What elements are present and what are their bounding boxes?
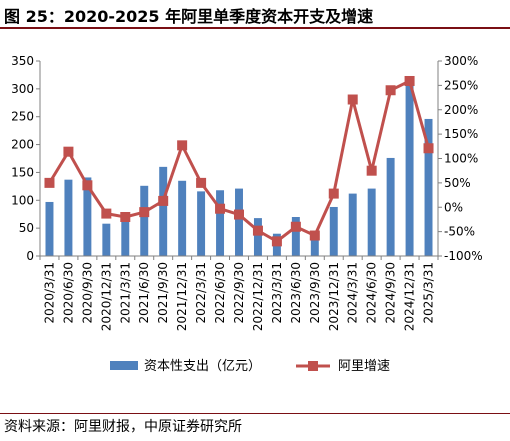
x-tick-label: 2021/3/31	[118, 262, 132, 324]
x-tick-label: 2023/6/30	[289, 262, 303, 324]
growth-point	[366, 165, 377, 176]
source-note: 资料来源：阿里财报，中原证券研究所	[4, 419, 242, 435]
x-tick-label: 2020/3/31	[42, 262, 56, 324]
bar	[386, 157, 395, 256]
x-tick-label: 2024/12/31	[403, 262, 417, 331]
bar-layer	[45, 79, 433, 256]
bar	[291, 217, 300, 256]
y-right-tick-label: 100%	[444, 152, 478, 166]
growth-point	[309, 230, 320, 241]
growth-point	[234, 209, 244, 220]
growth-point	[347, 94, 358, 105]
growth-point	[120, 212, 131, 222]
y-right-tick-label: -100%	[444, 249, 483, 263]
y-left-tick-label: 200	[11, 138, 34, 152]
y-left-tick-label: 0	[26, 249, 34, 263]
x-tick-label: 2020/6/30	[61, 262, 75, 324]
growth-point	[177, 140, 188, 151]
growth-point	[82, 180, 93, 191]
bar	[405, 79, 414, 256]
x-tick-label: 2020/9/30	[80, 262, 94, 324]
growth-point	[328, 188, 339, 199]
footer-rule	[0, 413, 510, 414]
y-left-tick-label: 250	[11, 110, 34, 124]
bar	[140, 185, 149, 256]
legend: 资本性支出（亿元） 阿里增速	[110, 359, 390, 374]
x-tick-label: 2022/9/30	[232, 262, 246, 324]
bar	[253, 218, 262, 256]
y-right-tick-label: 300%	[444, 54, 478, 68]
growth-point	[139, 207, 150, 218]
x-tick-label: 2022/12/31	[251, 262, 265, 331]
y-right-tick-label: 250%	[444, 78, 478, 92]
y-right-tick-label: 0%	[444, 200, 463, 214]
x-tick-label: 2021/12/31	[175, 262, 189, 331]
bar	[159, 166, 168, 256]
x-tick-label: 2021/6/30	[137, 262, 151, 324]
bar	[310, 238, 319, 256]
bar	[64, 179, 73, 256]
bar	[102, 223, 111, 256]
y-right-tick-label: 200%	[444, 103, 478, 117]
x-tick-label: 2024/6/30	[365, 262, 379, 324]
growth-point	[196, 177, 207, 188]
y-left-tick-label: 300	[11, 82, 34, 96]
bar	[216, 190, 225, 256]
y-left-tick-label: 350	[11, 54, 34, 68]
legend-bar-swatch	[110, 361, 138, 370]
growth-point	[404, 75, 415, 86]
bar	[121, 214, 130, 256]
x-tick-label: 2022/6/30	[213, 262, 227, 324]
legend-line-marker	[308, 361, 318, 371]
growth-point	[101, 208, 112, 219]
legend-line-label: 阿里增速	[338, 359, 390, 374]
x-tick-label: 2023/12/31	[327, 262, 341, 331]
bar	[83, 177, 92, 256]
y-left-tick-label: 100	[11, 193, 34, 207]
line-layer	[44, 75, 434, 247]
bar	[178, 180, 187, 256]
growth-point	[290, 221, 301, 232]
bar	[348, 193, 357, 256]
bar	[329, 206, 338, 256]
bar	[235, 188, 243, 256]
bar	[424, 118, 433, 256]
growth-point	[215, 203, 226, 214]
y-right-tick-label: 150%	[444, 127, 478, 141]
growth-point	[385, 85, 396, 96]
label-layer: 0 50 100 150 200 250 300 350 -100% -50% 0% 50% 100% 1…	[11, 54, 483, 331]
x-tick-label: 2020/12/31	[99, 262, 113, 331]
axis-layer	[36, 60, 442, 260]
bar	[197, 191, 206, 256]
x-tick-label: 2025/3/31	[422, 262, 436, 324]
bar	[45, 201, 54, 256]
y-right-tick-label: -50%	[444, 225, 475, 239]
x-tick-label: 2024/9/30	[384, 262, 398, 324]
growth-point	[158, 195, 169, 206]
y-left-tick-label: 50	[19, 221, 34, 235]
y-left-tick-label: 150	[11, 165, 34, 179]
bar	[367, 188, 376, 256]
growth-point	[44, 177, 55, 188]
x-tick-label: 2024/3/31	[346, 262, 360, 324]
y-right-tick-label: 50%	[444, 176, 471, 190]
growth-point	[252, 225, 263, 236]
x-tick-label: 2023/9/30	[308, 262, 322, 324]
growth-point	[423, 143, 434, 154]
x-tick-label: 2021/9/30	[156, 262, 170, 324]
growth-point	[63, 146, 74, 157]
legend-bar-label: 资本性支出（亿元）	[144, 359, 261, 374]
chart: 0 50 100 150 200 250 300 350 -100% -50% 0% 50% 100% 1…	[11, 54, 483, 374]
x-tick-label: 2022/3/31	[194, 262, 208, 324]
title-rule	[0, 27, 510, 29]
x-tick-label: 2023/3/31	[270, 262, 284, 324]
growth-point	[271, 236, 282, 247]
chart-title: 图 25：2020-2025 年阿里单季度资本开支及增速	[4, 7, 374, 26]
